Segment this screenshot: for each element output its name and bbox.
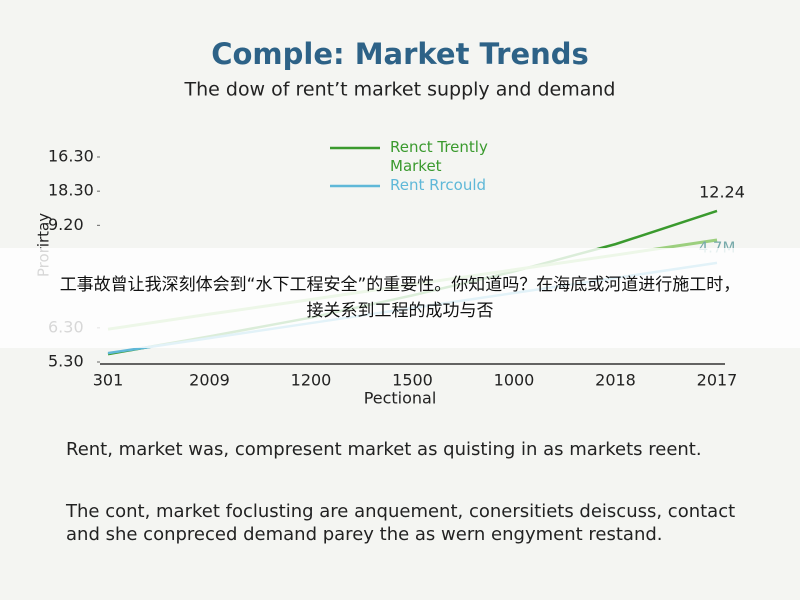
paragraph: Rent, market was, compresent market as q… [66,439,702,460]
legend-label: Rent Rrcould [390,176,487,194]
x-tick-label: 1500 [392,371,433,390]
x-tick-label: 2017 [697,371,738,390]
chart-title: Comple: Market Trends [211,37,589,71]
y-tick-label: 9.20 [48,215,84,234]
paragraph: The cont, market foclusting are anquemen… [66,501,736,545]
chart-subtitle: The dow of rent’t market supply and dema… [184,79,616,101]
y-tick-label: 5.30 [48,352,84,371]
overlay-text: 工事故曾让我深刻体会到“水下工程安全”的重要性。你知道吗？在海底或河道进行施工时… [59,275,741,295]
x-axis-label: Pectional [364,389,437,408]
x-tick-label: 1000 [494,371,535,390]
annotation: 12.24 [699,183,745,202]
overlay-text: 接关系到工程的成功与否 [306,301,494,321]
x-tick-label: 1200 [291,371,332,390]
overlay-banner: 工事故曾让我深刻体会到“水下工程安全”的重要性。你知道吗？在海底或河道进行施工时… [0,248,800,348]
x-tick-label: 2009 [189,371,230,390]
y-tick-label: 18.30 [48,181,94,200]
legend-label: Renct Trently Market [390,138,488,175]
x-tick-label: 301 [93,371,124,390]
x-tick-label: 2018 [595,371,636,390]
y-tick-label: 16.30 [48,147,94,166]
